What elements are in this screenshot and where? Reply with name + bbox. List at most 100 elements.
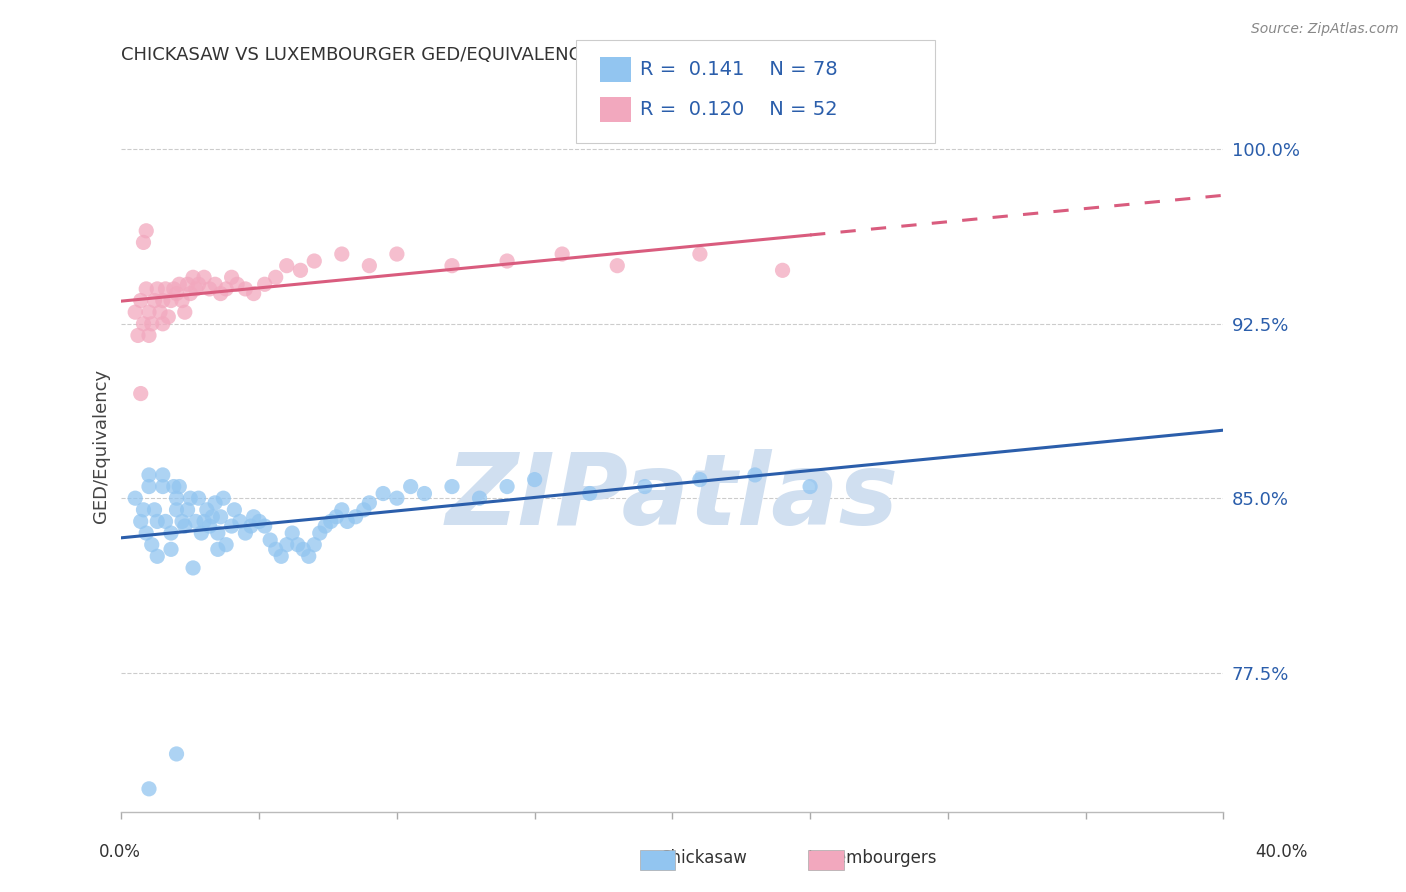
Point [173, 305, 195, 319]
Point [371, 486, 394, 500]
Point [187, 491, 209, 506]
Point [132, 317, 155, 331]
Point [138, 328, 160, 343]
Point [176, 277, 198, 292]
Point [190, 526, 212, 541]
Point [179, 286, 201, 301]
Point [330, 503, 353, 517]
Point [290, 263, 312, 277]
Point [179, 491, 201, 506]
Point [163, 282, 186, 296]
Point [308, 526, 330, 541]
Point [224, 503, 246, 517]
Point [193, 270, 215, 285]
Point [198, 282, 221, 296]
Point [247, 515, 270, 529]
Point [359, 496, 381, 510]
Point [772, 263, 794, 277]
Point [292, 542, 315, 557]
Point [176, 503, 198, 517]
Point [141, 538, 163, 552]
Text: CHICKASAW VS LUXEMBOURGER GED/EQUIVALENCY CORRELATION CHART: CHICKASAW VS LUXEMBOURGER GED/EQUIVALENC… [121, 46, 793, 64]
Point [204, 277, 226, 292]
Point [221, 519, 243, 533]
Point [152, 317, 174, 331]
Point [204, 496, 226, 510]
Point [440, 259, 463, 273]
Point [160, 526, 183, 541]
Point [744, 467, 766, 482]
Text: Source: ZipAtlas.com: Source: ZipAtlas.com [1251, 22, 1399, 37]
Point [253, 519, 276, 533]
Point [314, 519, 336, 533]
Point [170, 515, 193, 529]
Point [226, 277, 249, 292]
Point [353, 503, 375, 517]
Point [440, 479, 463, 493]
Point [287, 538, 309, 552]
Point [166, 747, 188, 761]
Point [634, 479, 657, 493]
Point [215, 538, 238, 552]
Point [496, 254, 519, 268]
Point [207, 542, 229, 557]
Point [270, 549, 292, 564]
Text: R =  0.120    N = 52: R = 0.120 N = 52 [640, 100, 838, 120]
Point [325, 509, 347, 524]
Point [385, 247, 408, 261]
Point [193, 515, 215, 529]
Point [169, 277, 191, 292]
Point [606, 259, 628, 273]
Point [304, 538, 326, 552]
Point [124, 305, 146, 319]
Point [689, 247, 711, 261]
Point [138, 467, 160, 482]
Point [127, 328, 149, 343]
Point [304, 254, 326, 268]
Point [143, 293, 166, 308]
Point [264, 542, 287, 557]
Point [157, 310, 180, 324]
Point [160, 542, 183, 557]
Point [143, 503, 166, 517]
Text: 40.0%: 40.0% [1256, 843, 1308, 861]
Point [124, 491, 146, 506]
Point [138, 305, 160, 319]
Point [468, 491, 491, 506]
Point [135, 224, 157, 238]
Point [141, 317, 163, 331]
Point [152, 293, 174, 308]
Point [221, 270, 243, 285]
Point [359, 259, 381, 273]
Text: ZIPatlas: ZIPatlas [446, 449, 898, 546]
Point [170, 293, 193, 308]
Text: Luxembourgers: Luxembourgers [807, 849, 936, 867]
Point [149, 305, 172, 319]
Point [181, 270, 204, 285]
Point [129, 386, 152, 401]
Point [264, 270, 287, 285]
Text: 0.0%: 0.0% [98, 843, 141, 861]
Point [166, 491, 188, 506]
Point [242, 286, 264, 301]
Y-axis label: GED/Equivalency: GED/Equivalency [93, 368, 110, 523]
Text: R =  0.141    N = 78: R = 0.141 N = 78 [640, 60, 838, 79]
Point [135, 282, 157, 296]
Point [129, 515, 152, 529]
Point [201, 509, 224, 524]
Point [523, 473, 546, 487]
Point [229, 515, 252, 529]
Point [298, 549, 321, 564]
Point [173, 519, 195, 533]
Point [239, 519, 262, 533]
Point [135, 526, 157, 541]
Point [152, 467, 174, 482]
Point [169, 479, 191, 493]
Point [689, 473, 711, 487]
Point [578, 486, 600, 500]
Point [336, 515, 359, 529]
Point [181, 561, 204, 575]
Point [163, 479, 186, 493]
Point [166, 503, 188, 517]
Point [138, 479, 160, 493]
